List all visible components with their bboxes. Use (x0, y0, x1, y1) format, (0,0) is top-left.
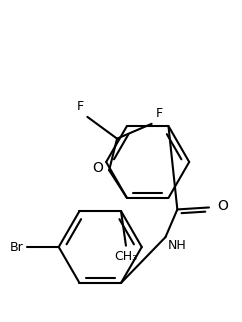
Text: Br: Br (9, 241, 23, 253)
Text: O: O (92, 161, 103, 175)
Text: F: F (76, 100, 83, 113)
Text: CH₃: CH₃ (114, 250, 137, 263)
Text: F: F (156, 107, 163, 120)
Text: NH: NH (167, 239, 186, 252)
Text: O: O (217, 199, 228, 213)
